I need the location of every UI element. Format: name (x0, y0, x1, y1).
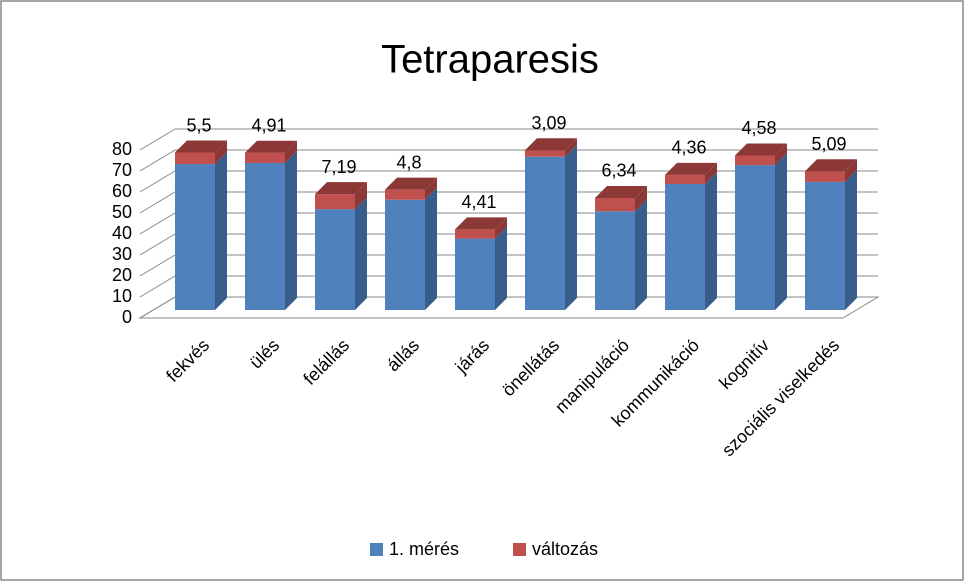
bar-side (705, 172, 717, 310)
y-tick-label: 30 (112, 244, 132, 264)
bar-side (215, 152, 227, 310)
bar (805, 181, 845, 310)
data-label: 6,34 (601, 161, 636, 181)
bar (595, 197, 635, 212)
bar (245, 152, 285, 163)
bar (175, 164, 215, 310)
chart-title: Tetraparesis (381, 38, 599, 82)
bar-side (845, 159, 857, 182)
y-tick-label: 40 (112, 223, 132, 243)
bar (595, 211, 635, 310)
bar (385, 189, 425, 200)
grid-line (139, 275, 176, 298)
bar-top (245, 140, 297, 153)
y-tick-label: 50 (112, 202, 132, 222)
data-label: 3,09 (531, 113, 566, 133)
grid-line (139, 254, 176, 277)
bar-side (425, 187, 437, 310)
bar-side (775, 153, 787, 310)
bar (455, 229, 495, 239)
bar (315, 194, 355, 210)
bar-side (285, 151, 297, 310)
bar (805, 171, 845, 182)
data-label: 5,09 (811, 134, 846, 154)
bar (735, 165, 775, 310)
bar-side (635, 185, 647, 212)
bar (735, 155, 775, 166)
legend-label: 1. mérés (389, 539, 459, 559)
bar-side (495, 217, 507, 239)
bar-side (705, 162, 717, 184)
bar-top (805, 159, 857, 172)
bar-side (215, 140, 227, 165)
bar-top (385, 177, 437, 190)
bar-side (635, 199, 647, 310)
data-label: 5,5 (186, 115, 211, 135)
bar-top (175, 140, 227, 153)
y-tick-label: 70 (112, 160, 132, 180)
bar-top (315, 182, 367, 195)
bar-top (665, 162, 717, 175)
bar-top (525, 138, 577, 151)
grid-line (139, 191, 176, 214)
bar-side (355, 197, 367, 310)
bar (455, 238, 495, 310)
bar-top (595, 185, 647, 198)
y-tick-label: 80 (112, 139, 132, 159)
bar (385, 199, 425, 310)
grid-line (139, 170, 176, 193)
grid-line (139, 233, 176, 256)
y-tick-label: 60 (112, 181, 132, 201)
bar (525, 156, 565, 310)
bar-side (565, 144, 577, 310)
bar-side (775, 143, 787, 166)
bar (665, 184, 705, 310)
data-label: 4,58 (741, 118, 776, 138)
bar (315, 209, 355, 310)
bar (525, 150, 565, 157)
bar (665, 174, 705, 184)
bar-top (455, 217, 507, 230)
grid-line (139, 149, 176, 172)
data-label: 4,36 (671, 138, 706, 158)
bar-top (735, 143, 787, 156)
bar-side (355, 182, 367, 210)
data-label: 4,41 (461, 192, 496, 212)
legend-label: változás (532, 539, 598, 559)
grid-line (139, 212, 176, 235)
data-label: 4,91 (251, 115, 286, 135)
data-label: 4,8 (396, 152, 421, 172)
y-tick-label: 20 (112, 265, 132, 285)
bar-side (425, 177, 437, 200)
data-label: 7,19 (321, 157, 356, 177)
y-tick-label: 10 (112, 286, 132, 306)
legend-swatch (370, 543, 383, 556)
grid-line (139, 128, 176, 151)
bar (175, 152, 215, 165)
y-tick-label: 0 (122, 307, 132, 327)
bar (245, 163, 285, 310)
bar-side (285, 140, 297, 163)
bar-side (565, 138, 577, 157)
grid-line (139, 296, 176, 319)
bar-side (845, 169, 857, 310)
legend-swatch (513, 543, 526, 556)
bar-side (495, 226, 507, 310)
